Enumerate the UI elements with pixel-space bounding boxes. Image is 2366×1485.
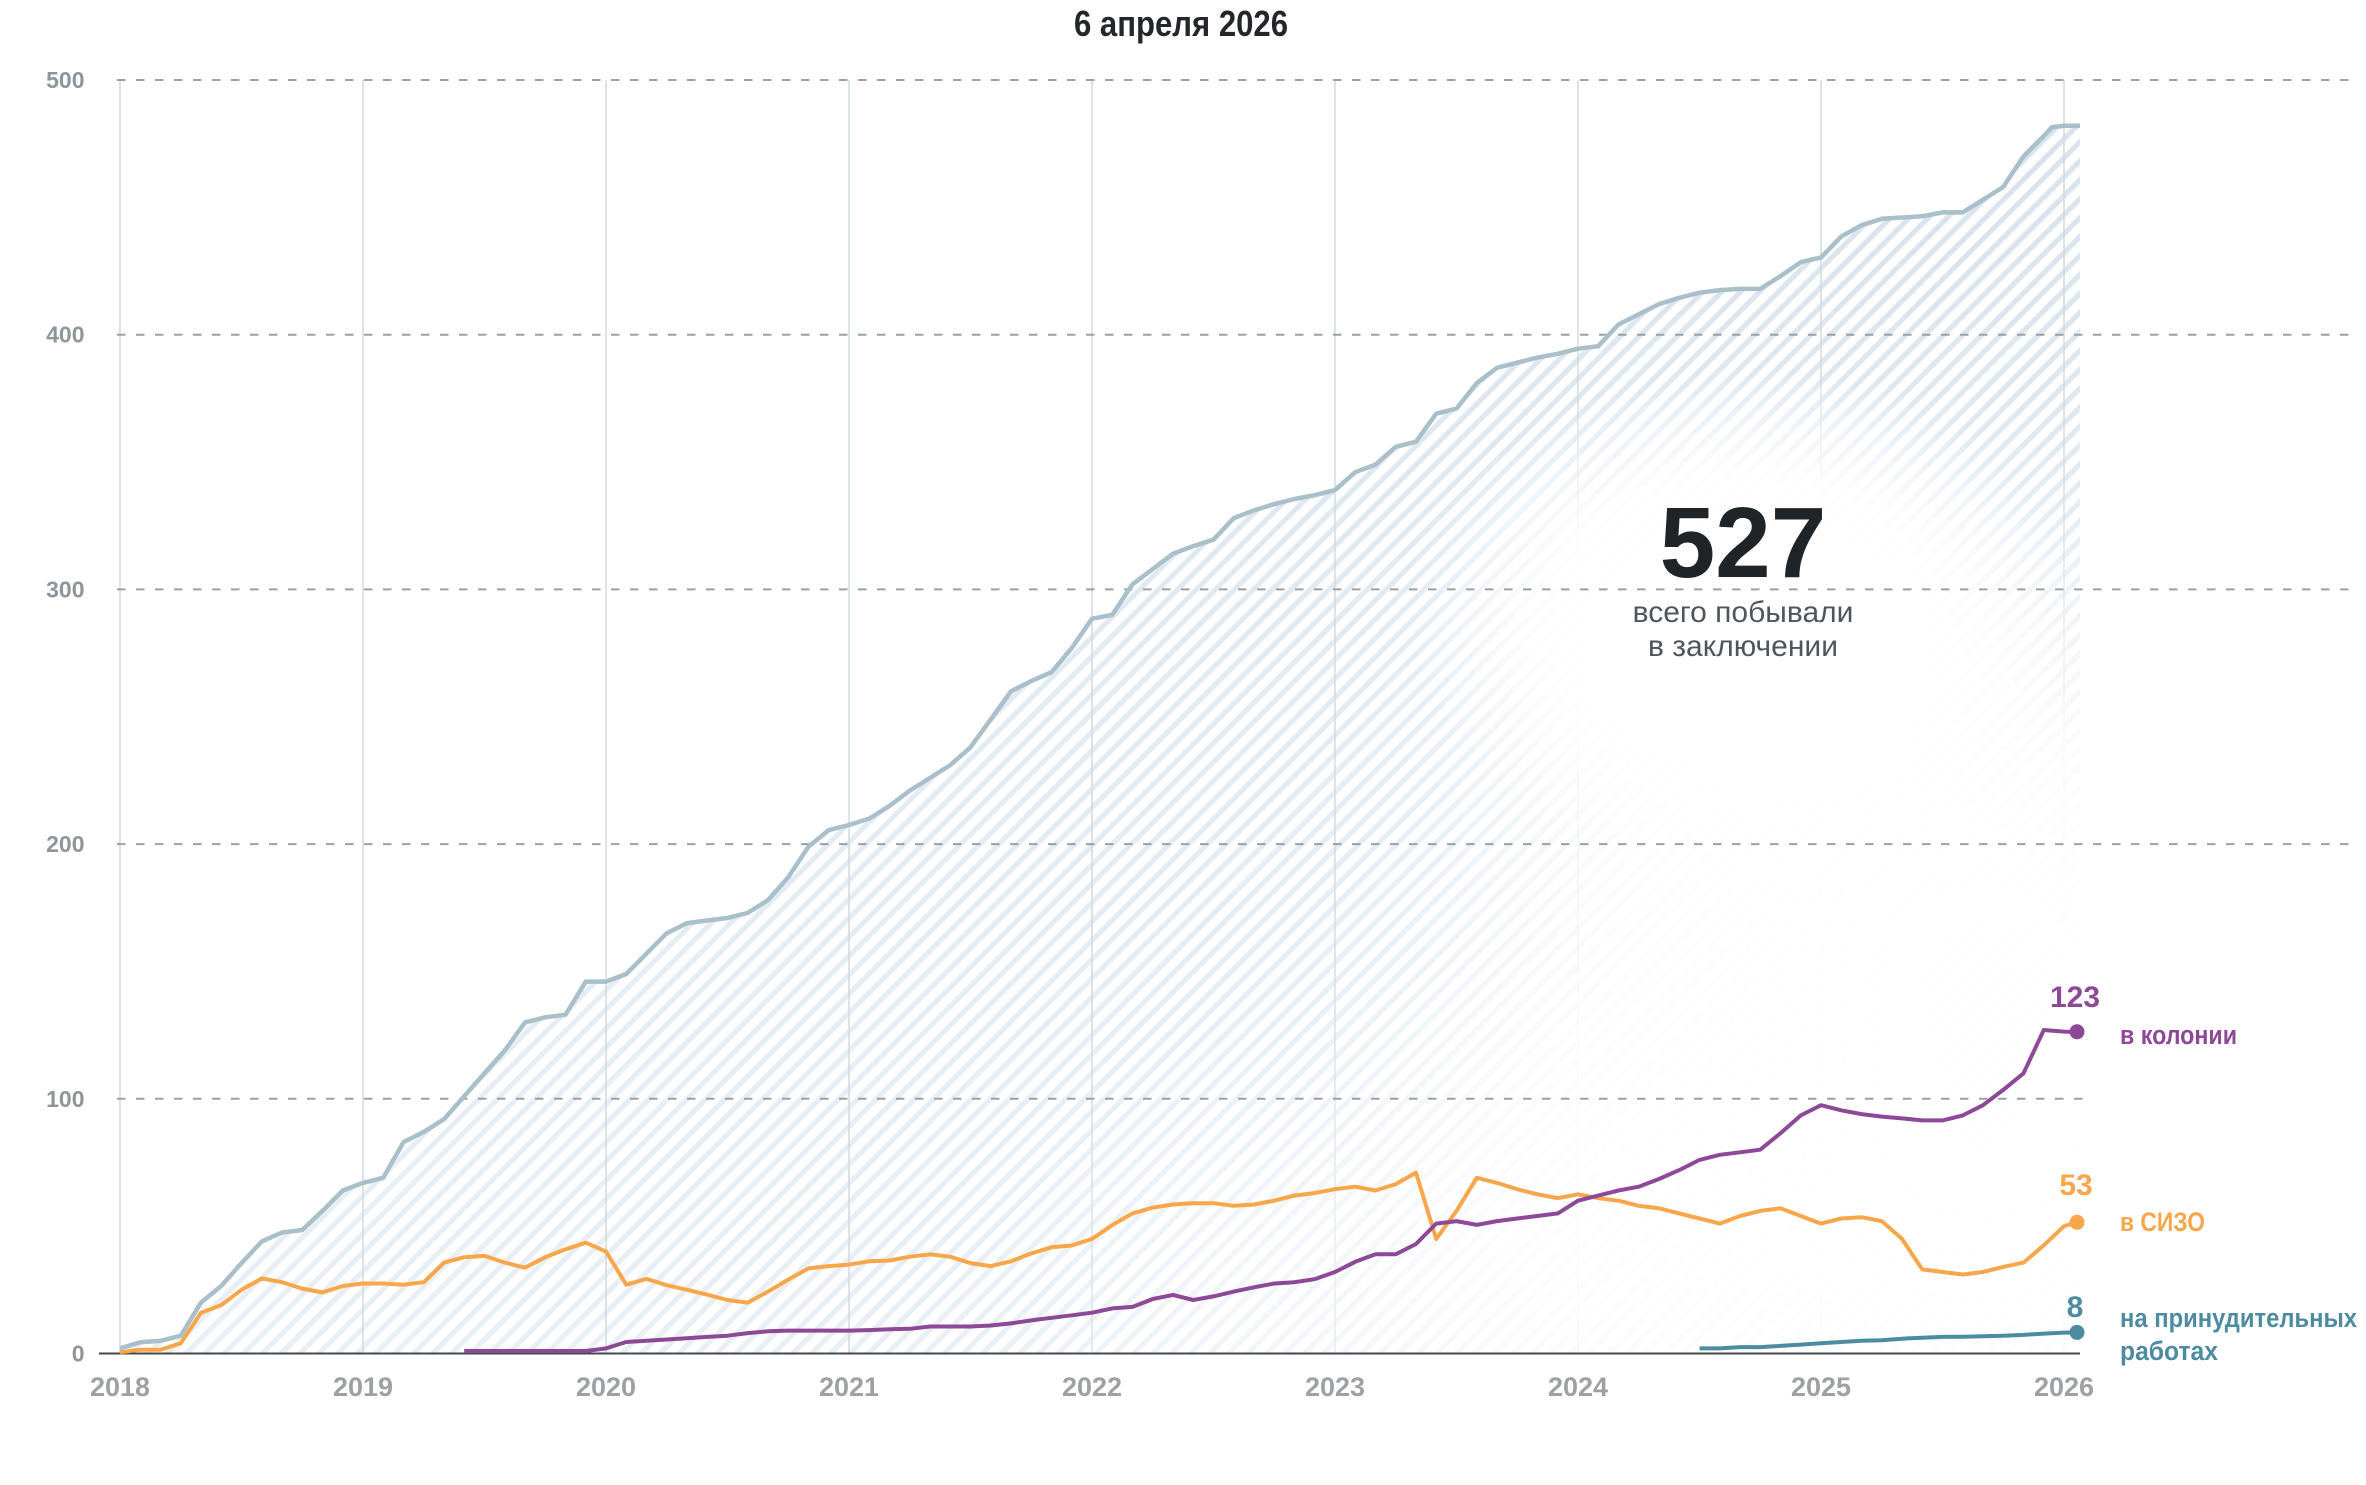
svg-text:200: 200 (46, 831, 84, 857)
svg-text:на принудительных: на принудительных (2120, 1303, 2357, 1333)
svg-text:53: 53 (2059, 1169, 2092, 1202)
svg-text:500: 500 (46, 67, 84, 93)
svg-text:100: 100 (46, 1086, 84, 1112)
svg-text:2018: 2018 (90, 1372, 150, 1402)
svg-text:всего побывали: всего побывали (1633, 596, 1854, 629)
svg-text:2019: 2019 (333, 1372, 393, 1402)
svg-text:123: 123 (2050, 981, 2100, 1014)
svg-text:2020: 2020 (576, 1372, 636, 1402)
svg-text:400: 400 (46, 322, 84, 348)
svg-text:2024: 2024 (1548, 1372, 1608, 1402)
svg-text:2025: 2025 (1791, 1372, 1851, 1402)
svg-text:в колонии: в колонии (2120, 1020, 2237, 1050)
svg-text:527: 527 (1660, 487, 1827, 599)
svg-text:работах: работах (2120, 1336, 2218, 1366)
svg-text:2021: 2021 (819, 1372, 879, 1402)
svg-text:2022: 2022 (1062, 1372, 1122, 1402)
svg-text:в заключении: в заключении (1648, 630, 1838, 663)
svg-text:300: 300 (46, 576, 84, 602)
svg-text:2023: 2023 (1305, 1372, 1365, 1402)
svg-text:8: 8 (2067, 1291, 2084, 1324)
svg-text:0: 0 (72, 1341, 85, 1367)
svg-text:2026: 2026 (2034, 1372, 2094, 1402)
svg-text:в СИЗО: в СИЗО (2120, 1207, 2205, 1237)
svg-text:6 апреля 2026: 6 апреля 2026 (1074, 3, 1288, 44)
